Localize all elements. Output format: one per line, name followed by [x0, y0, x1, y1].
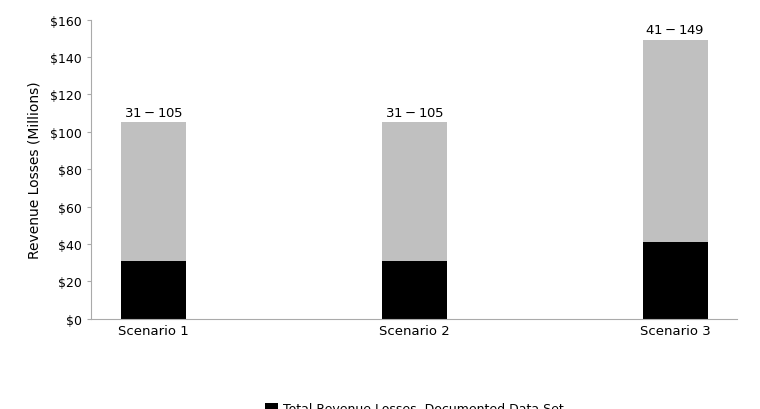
Bar [121, 123, 185, 261]
Bar [382, 123, 447, 261]
Bar [382, 261, 447, 319]
Text: $31 - $105: $31 - $105 [385, 106, 444, 119]
Legend: Total Revenue Losses, Documented Data Set, Total Revenue Losses, Potential Data : Total Revenue Losses, Documented Data Se… [261, 398, 567, 409]
Bar [121, 261, 185, 319]
Bar [643, 243, 708, 319]
Text: $41 - $149: $41 - $149 [645, 24, 705, 37]
Text: $31 - $105: $31 - $105 [124, 106, 183, 119]
Y-axis label: Revenue Losses (Millions): Revenue Losses (Millions) [28, 81, 42, 258]
Bar [643, 41, 708, 243]
